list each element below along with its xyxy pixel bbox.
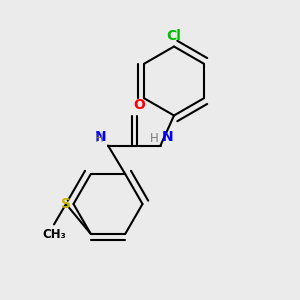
Text: N: N <box>95 130 106 144</box>
Text: S: S <box>61 197 71 211</box>
Text: CH₃: CH₃ <box>42 228 66 241</box>
Text: H: H <box>95 132 104 146</box>
Text: O: O <box>134 98 146 112</box>
Text: Cl: Cl <box>167 29 182 44</box>
Text: H: H <box>149 132 158 146</box>
Text: N: N <box>162 130 174 144</box>
